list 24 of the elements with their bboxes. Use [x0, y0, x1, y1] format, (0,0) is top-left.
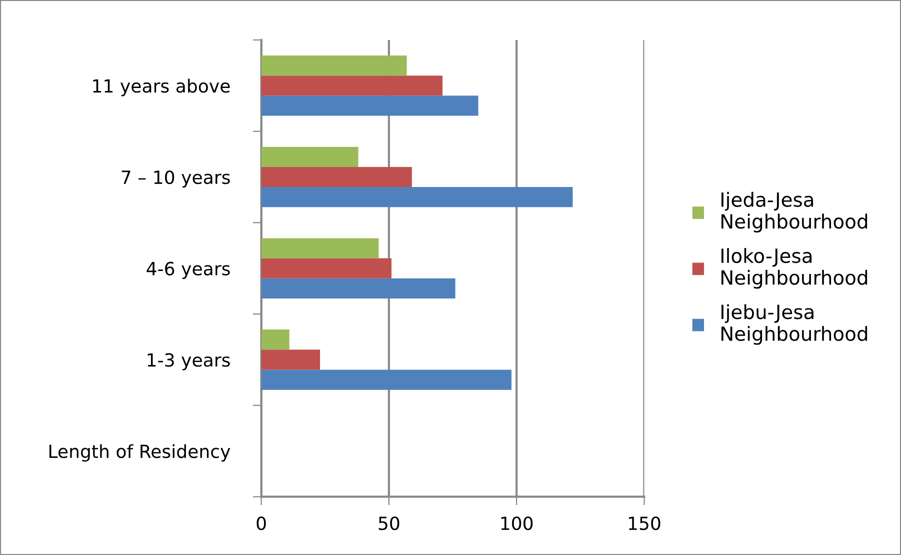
bar [261, 278, 456, 298]
y-tick-label: 4-6 years [146, 262, 230, 279]
bar [261, 55, 407, 76]
legend-label: Iloko-Jesa Neighbourhood [721, 248, 868, 289]
bar [261, 146, 358, 167]
bar [261, 166, 412, 188]
y-tick-label: 11 years above [93, 78, 230, 96]
legend-label: Ijebu-Jesa Neighbourhood [721, 304, 868, 345]
y-tick-label: Length of Residency [49, 444, 230, 462]
bar [261, 258, 392, 278]
bar [261, 96, 478, 116]
y-tick-label: 7 – 10 years [122, 170, 230, 188]
bar [261, 187, 573, 208]
x-tick-label: 150 [628, 516, 660, 530]
x-tick-label: 0 [256, 516, 266, 530]
y-tick-label: 1-3 years [148, 353, 230, 370]
x-tick-label: 50 [378, 516, 400, 530]
bar [261, 76, 443, 96]
bar [261, 370, 512, 390]
bar [261, 330, 290, 350]
legend-label: Ijeda-Jesa Neighbourhood [721, 192, 868, 232]
x-tick-label: 100 [501, 516, 533, 530]
bar [261, 238, 379, 258]
bar [261, 350, 320, 370]
